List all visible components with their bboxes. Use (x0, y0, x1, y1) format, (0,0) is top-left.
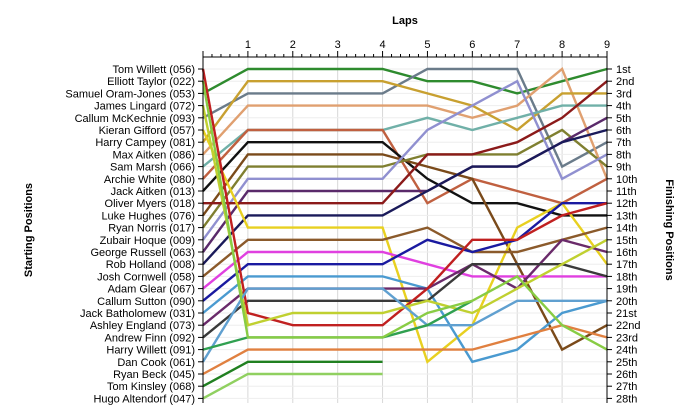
starting-position-label: James Lingard (072) (94, 101, 195, 113)
finishing-position-label: 23rd (616, 332, 638, 344)
x-tick-label: 6 (469, 39, 475, 51)
finishing-position-label: 11th (616, 186, 637, 198)
series-line (201, 80, 608, 351)
x-tick-label: 4 (379, 39, 385, 51)
x-tick-label: 5 (424, 39, 430, 51)
series-line (202, 128, 608, 229)
series-line (202, 67, 609, 180)
series-line (202, 104, 607, 168)
starting-position-label: Luke Hughes (076) (101, 210, 195, 222)
starting-position-label: Kieran Gifford (057) (99, 125, 195, 137)
finishing-position-label: 20th (616, 296, 637, 308)
series-line (202, 372, 383, 400)
series-line (202, 263, 608, 339)
finishing-position-label: 7th (616, 137, 631, 149)
finishing-position-label: 14th (616, 223, 637, 235)
series-lines (201, 67, 609, 400)
series-line (201, 129, 608, 364)
starting-position-label: Elliott Taylor (022) (107, 76, 195, 88)
x-tick-label: 2 (290, 39, 296, 51)
starting-position-label: Tom Willett (056) (112, 64, 195, 76)
series-line (203, 80, 608, 205)
finishing-position-label: 15th (616, 235, 637, 247)
starting-position-label: Dan Cook (061) (117, 357, 195, 369)
finishing-position-label: 10th (616, 174, 637, 186)
starting-position-label: Harry Willett (091) (106, 345, 195, 357)
starting-positions-axis-title: Starting Positions (23, 183, 35, 277)
finishing-position-label: 13th (616, 210, 637, 222)
finishing-position-label: 1st (616, 64, 631, 76)
finishing-positions-axis-title: Finishing Positions (663, 179, 675, 280)
finishing-position-label: 28th (616, 393, 637, 405)
series-line (202, 323, 608, 376)
finishing-position-label: 6th (616, 125, 631, 137)
finishing-position-label: 24th (616, 345, 637, 357)
starting-position-label: Callum Sutton (090) (97, 296, 195, 308)
series-line (202, 128, 608, 205)
starting-position-label: Max Aitken (086) (112, 149, 195, 161)
x-tick-label: 8 (559, 39, 565, 51)
finishing-position-label: 21st (616, 308, 637, 320)
starting-position-label: Zubair Hoque (009) (100, 235, 195, 247)
finishing-position-label: 5th (616, 113, 631, 125)
series-line (202, 128, 608, 266)
finishing-position-label: 22nd (616, 320, 640, 332)
finishing-position-label: 9th (616, 162, 631, 174)
finishing-position-label: 2nd (616, 76, 634, 88)
finishing-position-label: 27th (616, 381, 637, 393)
starting-position-label: Adam Glear (067) (108, 284, 195, 296)
x-tick-label: 3 (335, 39, 341, 51)
starting-position-label: George Russell (063) (90, 247, 195, 259)
starting-position-label: Ashley England (073) (90, 320, 195, 332)
starting-position-label: Sam Marsh (066) (110, 162, 195, 174)
series-line (202, 226, 608, 278)
starting-position-label: Josh Cornwell (058) (97, 271, 195, 283)
starting-position-label: Andrew Finn (092) (105, 332, 196, 344)
starting-position-label: Ryan Norris (017) (108, 223, 195, 235)
finishing-position-label: 18th (616, 271, 637, 283)
finishing-position-label: 4th (616, 101, 631, 113)
series-line (202, 67, 608, 169)
starting-position-label: Rob Holland (008) (106, 259, 195, 271)
x-tick-label: 7 (514, 39, 520, 51)
series-line (202, 360, 383, 388)
finishing-position-label: 26th (616, 369, 637, 381)
finishing-position-label: 12th (616, 198, 637, 210)
starting-position-label: Harry Campey (081) (95, 137, 195, 149)
finishing-position-label: 17th (616, 259, 637, 271)
starting-position-label: Oliver Myers (018) (105, 198, 195, 210)
laps-axis-title: Laps (392, 15, 418, 27)
starting-position-label: Samuel Oram-Jones (053) (65, 88, 195, 100)
starting-position-label: Archie White (080) (104, 174, 195, 186)
tick-labels: 1 2 3 4 5 6 7 8 9 Tom Willett (056)Elliott Taylor… (65, 39, 640, 405)
finishing-position-label: 25th (616, 357, 637, 369)
x-tick-label: 1 (245, 39, 251, 51)
series-line (202, 202, 607, 302)
finishing-position-label: 3rd (616, 88, 632, 100)
starting-position-label: Jack Aitken (013) (111, 186, 195, 198)
starting-position-label: Jack Batholomew (031) (80, 308, 195, 320)
finishing-position-label: 8th (616, 149, 631, 161)
x-tick-label: 9 (604, 39, 610, 51)
starting-position-label: Tom Kinsley (068) (107, 381, 195, 393)
starting-position-label: Callum McKechnie (093) (75, 113, 195, 125)
finishing-position-label: 16th (616, 247, 637, 259)
starting-position-label: Ryan Beck (045) (113, 369, 195, 381)
starting-position-label: Hugo Altendorf (047) (93, 393, 195, 405)
axes (198, 51, 612, 403)
finishing-position-label: 19th (616, 284, 637, 296)
